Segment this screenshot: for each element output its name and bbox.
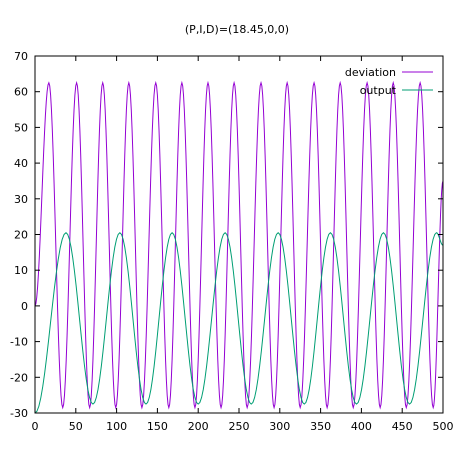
- legend-label-output: output: [360, 84, 397, 97]
- x-tick-label: 0: [32, 420, 39, 433]
- x-tick-label: 150: [147, 420, 168, 433]
- x-tick-label: 200: [188, 420, 209, 433]
- legend-label-deviation: deviation: [345, 66, 396, 79]
- legend: deviation output: [345, 66, 433, 97]
- y-tick-label: 20: [14, 229, 28, 242]
- y-tick-label: 50: [14, 121, 28, 134]
- y-tick-label: 0: [21, 300, 28, 313]
- x-tick-label: 350: [310, 420, 331, 433]
- y-tick-label: -20: [10, 371, 28, 384]
- x-tick-label: 450: [392, 420, 413, 433]
- x-tick-label: 50: [69, 420, 83, 433]
- y-tick-label: 30: [14, 193, 28, 206]
- y-tick-label: 40: [14, 157, 28, 170]
- x-tick-label: 500: [433, 420, 454, 433]
- x-tick-label: 250: [229, 420, 250, 433]
- y-axis: -30 -20 -10 0 10 20 30 40 50 60 70: [10, 50, 443, 420]
- y-tick-label: 70: [14, 50, 28, 63]
- x-tick-label: 300: [269, 420, 290, 433]
- series-line-output: [34, 232, 444, 414]
- chart-title: (P,I,D)=(18.45,0,0): [185, 23, 289, 36]
- plot-lines: [34, 80, 444, 414]
- x-axis: 0 50 100 150 200 250 300 350 400 450 500: [32, 56, 454, 433]
- x-tick-label: 100: [106, 420, 127, 433]
- y-tick-label: 60: [14, 86, 28, 99]
- y-tick-label: -10: [10, 336, 28, 349]
- series-line-deviation: [34, 80, 444, 410]
- x-tick-label: 400: [351, 420, 372, 433]
- y-tick-label: 10: [14, 264, 28, 277]
- y-tick-label: -30: [10, 407, 28, 420]
